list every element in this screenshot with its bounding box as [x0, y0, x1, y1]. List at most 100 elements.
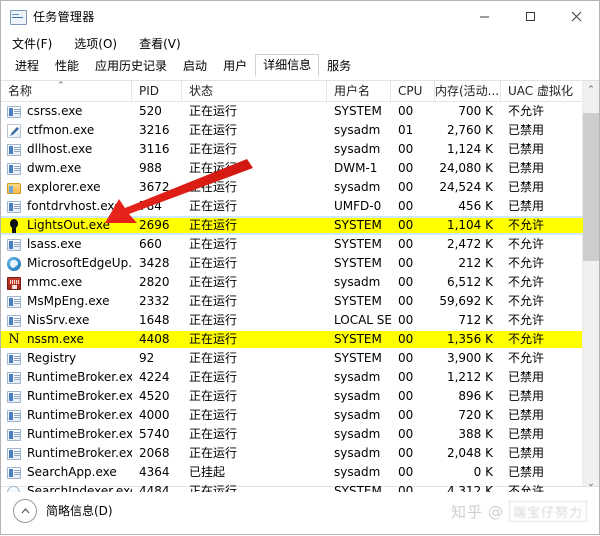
- cell-status: 正在运行: [189, 427, 238, 441]
- column-header-label: 状态: [189, 84, 214, 98]
- tab-strip: 进程 性能 应用历史记录 启动 用户 详细信息 服务: [1, 54, 599, 77]
- table-body: csrss.exe 520 正在运行 SYSTEM 00 700 K 不允许 ctfmon.e…: [1, 102, 599, 492]
- task-manager-icon: [10, 9, 27, 25]
- column-header-pid[interactable]: PID: [132, 81, 182, 101]
- tab-performance[interactable]: 性能: [55, 59, 80, 73]
- cell-user: sysadm: [334, 389, 381, 403]
- tab-services[interactable]: 服务: [327, 59, 352, 73]
- tab-app-history[interactable]: 应用历史记录: [95, 59, 168, 73]
- menu-view[interactable]: 查看(V): [139, 36, 181, 51]
- table-row[interactable]: Registry 92 正在运行 SYSTEM 00 3,900 K 不允许: [1, 349, 599, 368]
- table-row[interactable]: explorer.exe 3672 正在运行 sysadm 00 24,524 K 已禁用: [1, 178, 599, 197]
- status-bar: 简略信息(D): [1, 486, 599, 534]
- column-header-uac[interactable]: UAC 虚拟化: [501, 81, 583, 101]
- cell-cpu: 00: [398, 408, 414, 422]
- column-header-label: PID: [139, 84, 160, 98]
- fewer-details-label[interactable]: 简略信息(D): [46, 504, 113, 518]
- sort-ascending-icon: ⌃: [57, 81, 65, 91]
- cell-pid: 3216: [139, 123, 170, 137]
- cell-status: 正在运行: [189, 123, 238, 137]
- tab-startup[interactable]: 启动: [183, 59, 208, 73]
- cell-cpu: 00: [398, 446, 414, 460]
- cell-status: 正在运行: [189, 389, 238, 403]
- table-row[interactable]: SearchIndexer.exe 4484 正在运行 SYSTEM 00 4,312 K…: [1, 482, 599, 492]
- cell-name: SearchIndexer.exe: [27, 484, 132, 492]
- table-row[interactable]: MsMpEng.exe 2332 正在运行 SYSTEM 00 59,692 K 不允许: [1, 292, 599, 311]
- menu-options[interactable]: 选项(O): [74, 36, 118, 51]
- maximize-button[interactable]: [507, 1, 553, 32]
- menu-file[interactable]: 文件(F): [12, 36, 53, 51]
- tab-processes[interactable]: 进程: [15, 59, 40, 73]
- scrollbar-thumb[interactable]: [583, 113, 599, 261]
- cell-uac: 已禁用: [508, 408, 545, 422]
- cell-name: MsMpEng.exe: [27, 294, 110, 308]
- column-header-status[interactable]: 状态: [182, 81, 327, 101]
- chevron-up-icon[interactable]: [13, 498, 37, 523]
- cell-memory: 712 K: [458, 313, 493, 327]
- cell-cpu: 00: [398, 180, 414, 194]
- cell-user: SYSTEM: [334, 218, 382, 232]
- cell-cpu: 00: [398, 294, 414, 308]
- vertical-scrollbar[interactable]: ⌃ ⌄: [582, 81, 599, 492]
- app-default-icon: [7, 105, 21, 119]
- table-row[interactable]: SearchApp.exe 4364 已挂起 sysadm 00 0 K 已禁用: [1, 463, 599, 482]
- app-default-icon: [7, 314, 21, 328]
- tab-users[interactable]: 用户: [223, 59, 248, 73]
- table-row[interactable]: csrss.exe 520 正在运行 SYSTEM 00 700 K 不允许: [1, 102, 599, 121]
- app-default-icon: [7, 238, 21, 252]
- tab-details[interactable]: 详细信息: [255, 54, 320, 77]
- cell-cpu: 00: [398, 104, 414, 118]
- cell-memory: 3,900 K: [446, 351, 493, 365]
- minimize-button[interactable]: [461, 1, 507, 32]
- table-row[interactable]: dwm.exe 988 正在运行 DWM-1 00 24,080 K 已禁用: [1, 159, 599, 178]
- scroll-down-button[interactable]: ⌄: [587, 478, 595, 489]
- cell-name: Registry: [27, 351, 77, 365]
- table-row[interactable]: RuntimeBroker.exe 2068 正在运行 sysadm 00 2,048 K…: [1, 444, 599, 463]
- table-row[interactable]: dllhost.exe 3116 正在运行 sysadm 00 1,124 K 已禁用: [1, 140, 599, 159]
- cell-memory: 24,524 K: [439, 180, 493, 194]
- cell-pid: 2696: [139, 218, 170, 232]
- column-header-memory[interactable]: 内存(活动...: [435, 81, 501, 101]
- table-row[interactable]: lsass.exe 660 正在运行 SYSTEM 00 2,472 K 不允许: [1, 235, 599, 254]
- cell-uac: 已禁用: [508, 180, 545, 194]
- table-row[interactable]: LightsOut.exe 2696 正在运行 SYSTEM 00 1,104 K 不允许: [1, 216, 599, 235]
- cell-name: lsass.exe: [27, 237, 82, 251]
- cell-cpu: 01: [398, 123, 414, 137]
- cell-cpu: 00: [398, 370, 414, 384]
- table-row[interactable]: RuntimeBroker.exe 4224 正在运行 sysadm 00 1,212 K…: [1, 368, 599, 387]
- column-header-user[interactable]: 用户名: [327, 81, 391, 101]
- table-row[interactable]: MicrosoftEdgeUp... 3428 正在运行 SYSTEM 00 212 K 不…: [1, 254, 599, 273]
- cell-status: 正在运行: [189, 484, 238, 492]
- cell-user: sysadm: [334, 123, 381, 137]
- cell-user: SYSTEM: [334, 294, 382, 308]
- table-row[interactable]: NisSrv.exe 1648 正在运行 LOCAL SE... 00 712 K 不允许: [1, 311, 599, 330]
- cell-memory: 700 K: [458, 104, 493, 118]
- cell-pid: 2820: [139, 275, 170, 289]
- cell-name: explorer.exe: [27, 180, 101, 194]
- app-default-icon: [7, 162, 21, 176]
- cell-memory: 59,692 K: [439, 294, 493, 308]
- process-table: 名称 ⌃ PID 状态 用户名 CPU 内存(活动... UAC 虚拟化 ⌃ csrss.exe…: [1, 80, 599, 492]
- table-row[interactable]: RuntimeBroker.exe 4520 正在运行 sysadm 00 896 K 已禁…: [1, 387, 599, 406]
- table-row[interactable]: RuntimeBroker.exe 5740 正在运行 sysadm 00 388 K 已禁…: [1, 425, 599, 444]
- row-highlight-marker: [1, 331, 583, 348]
- table-row[interactable]: RuntimeBroker.exe 4000 正在运行 sysadm 00 720 K 已禁…: [1, 406, 599, 425]
- cell-pid: 3672: [139, 180, 170, 194]
- cell-pid: 92: [139, 351, 155, 365]
- close-button[interactable]: [553, 1, 599, 32]
- column-header-name[interactable]: 名称 ⌃: [1, 81, 132, 101]
- cell-pid: 660: [139, 237, 162, 251]
- app-default-icon: [7, 200, 21, 214]
- table-row[interactable]: fontdrvhost.exe 784 正在运行 UMFD-0 00 456 K 已禁用: [1, 197, 599, 216]
- column-header-cpu[interactable]: CPU: [391, 81, 435, 101]
- table-row[interactable]: ctfmon.exe 3216 正在运行 sysadm 01 2,760 K 已禁用: [1, 121, 599, 140]
- scroll-up-button[interactable]: ⌃: [587, 84, 595, 95]
- cell-memory: 6,512 K: [446, 275, 493, 289]
- cell-cpu: 00: [398, 313, 414, 327]
- cell-pid: 4224: [139, 370, 170, 384]
- cell-uac: 已禁用: [508, 427, 545, 441]
- cell-uac: 不允许: [508, 332, 545, 346]
- window-title: 任务管理器: [33, 10, 95, 24]
- table-row[interactable]: mmc.exe 2820 正在运行 sysadm 00 6,512 K 不允许: [1, 273, 599, 292]
